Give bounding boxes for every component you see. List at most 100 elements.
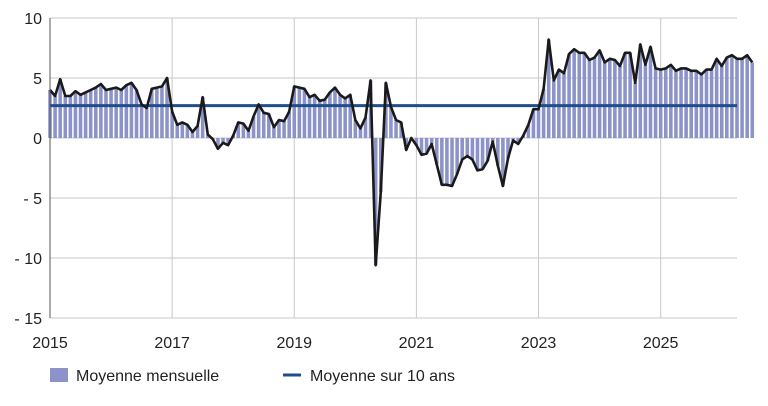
monthly-bar xyxy=(241,123,246,138)
monthly-bar xyxy=(302,88,307,138)
monthly-bar xyxy=(577,52,582,138)
monthly-bar xyxy=(389,106,393,138)
monthly-bar xyxy=(623,52,627,138)
monthly-bar xyxy=(282,121,286,138)
monthly-bar xyxy=(317,100,322,138)
monthly-bar xyxy=(740,58,744,138)
monthly-bar xyxy=(684,68,688,138)
monthly-bar xyxy=(338,94,342,138)
monthly-bar xyxy=(94,87,98,138)
monthly-bar xyxy=(607,58,612,138)
monthly-bar xyxy=(109,88,113,138)
x-tick-label: 2017 xyxy=(154,335,190,352)
monthly-bar xyxy=(648,46,653,138)
monthly-bar xyxy=(134,90,139,138)
y-tick-label: 10 xyxy=(24,11,42,28)
monthly-bar xyxy=(175,124,180,138)
monthly-bar xyxy=(557,69,561,138)
monthly-bar xyxy=(633,82,638,138)
monthly-bar xyxy=(144,108,149,138)
monthly-bar xyxy=(129,82,134,138)
x-tick-label: 2025 xyxy=(643,335,679,352)
monthly-bar xyxy=(114,87,118,138)
bar-series xyxy=(48,39,755,266)
monthly-bar xyxy=(704,69,709,138)
monthly-bar xyxy=(68,96,73,138)
monthly-bar xyxy=(501,138,505,186)
grid-lines xyxy=(49,17,737,319)
axes: 10 5 0 - 5 - 10 - 15 2015 2017 2019 2021 2023 2025 xyxy=(14,11,678,352)
monthly-bar xyxy=(180,122,185,138)
monthly-bar xyxy=(730,55,734,139)
monthly-bar xyxy=(679,68,683,138)
monthly-bar xyxy=(653,68,658,138)
monthly-bar xyxy=(419,138,424,155)
legend: Moyenne mensuelle Moyenne sur 10 ans xyxy=(50,368,455,385)
monthly-bar xyxy=(582,52,587,138)
monthly-bar xyxy=(434,138,439,165)
monthly-bar xyxy=(516,138,520,144)
monthly-bar xyxy=(567,54,571,138)
monthly-bar xyxy=(506,138,510,159)
monthly-bar xyxy=(307,97,312,138)
monthly-bar xyxy=(450,138,454,186)
monthly-bar xyxy=(429,138,434,144)
monthly-bar xyxy=(373,138,378,266)
monthly-bar xyxy=(592,57,597,138)
y-tick-label: - 15 xyxy=(14,311,42,328)
monthly-bar xyxy=(638,44,643,138)
monthly-bar xyxy=(496,138,500,166)
x-tick-label: 2021 xyxy=(399,335,435,352)
monthly-bar xyxy=(531,109,536,138)
monthly-bar xyxy=(348,94,353,138)
monthly-bar xyxy=(602,62,607,138)
monthly-bar xyxy=(190,132,195,138)
monthly-bar xyxy=(663,68,668,138)
monthly-bar xyxy=(572,49,576,139)
monthly-bar xyxy=(256,104,261,138)
monthly-bar xyxy=(149,88,154,138)
monthly-bar xyxy=(119,90,124,138)
monthly-bar xyxy=(546,39,551,138)
monthly-bar xyxy=(353,120,358,138)
monthly-bar xyxy=(424,138,429,154)
monthly-bar xyxy=(750,62,755,138)
monthly-bar xyxy=(104,90,108,138)
monthly-bar xyxy=(455,138,459,174)
monthly-bar xyxy=(485,138,490,161)
monthly-bar xyxy=(735,58,739,138)
y-tick-label: 0 xyxy=(33,131,42,148)
x-tick-label: 2019 xyxy=(276,335,312,352)
monthly-bar xyxy=(526,124,531,138)
monthly-bar xyxy=(272,127,276,138)
monthly-bar xyxy=(333,87,337,138)
legend-label-average: Moyenne sur 10 ans xyxy=(310,368,455,385)
monthly-bar xyxy=(205,134,210,138)
monthly-bar xyxy=(267,114,271,138)
y-tick-label: 5 xyxy=(33,71,42,88)
monthly-bar xyxy=(185,124,190,138)
monthly-bar xyxy=(613,60,617,138)
monthly-bar xyxy=(363,117,368,138)
monthly-bar xyxy=(470,138,475,160)
monthly-bar xyxy=(323,99,327,138)
monthly-bar xyxy=(246,130,251,138)
monthly-bar xyxy=(394,120,398,138)
monthly-bar xyxy=(58,79,62,138)
monthly-bar xyxy=(221,138,225,143)
monthly-bar xyxy=(277,120,281,138)
monthly-bar xyxy=(139,104,144,138)
monthly-bar xyxy=(73,91,78,138)
monthly-bar xyxy=(328,92,332,138)
monthly-bar xyxy=(88,90,93,138)
monthly-bar xyxy=(216,138,220,149)
monthly-bar xyxy=(475,138,480,171)
x-tick-label: 2015 xyxy=(32,335,68,352)
monthly-bar xyxy=(465,138,470,156)
monthly-bar xyxy=(78,94,83,138)
monthly-bar xyxy=(669,64,673,138)
monthly-bar xyxy=(170,111,174,138)
monthly-bar xyxy=(297,87,302,138)
